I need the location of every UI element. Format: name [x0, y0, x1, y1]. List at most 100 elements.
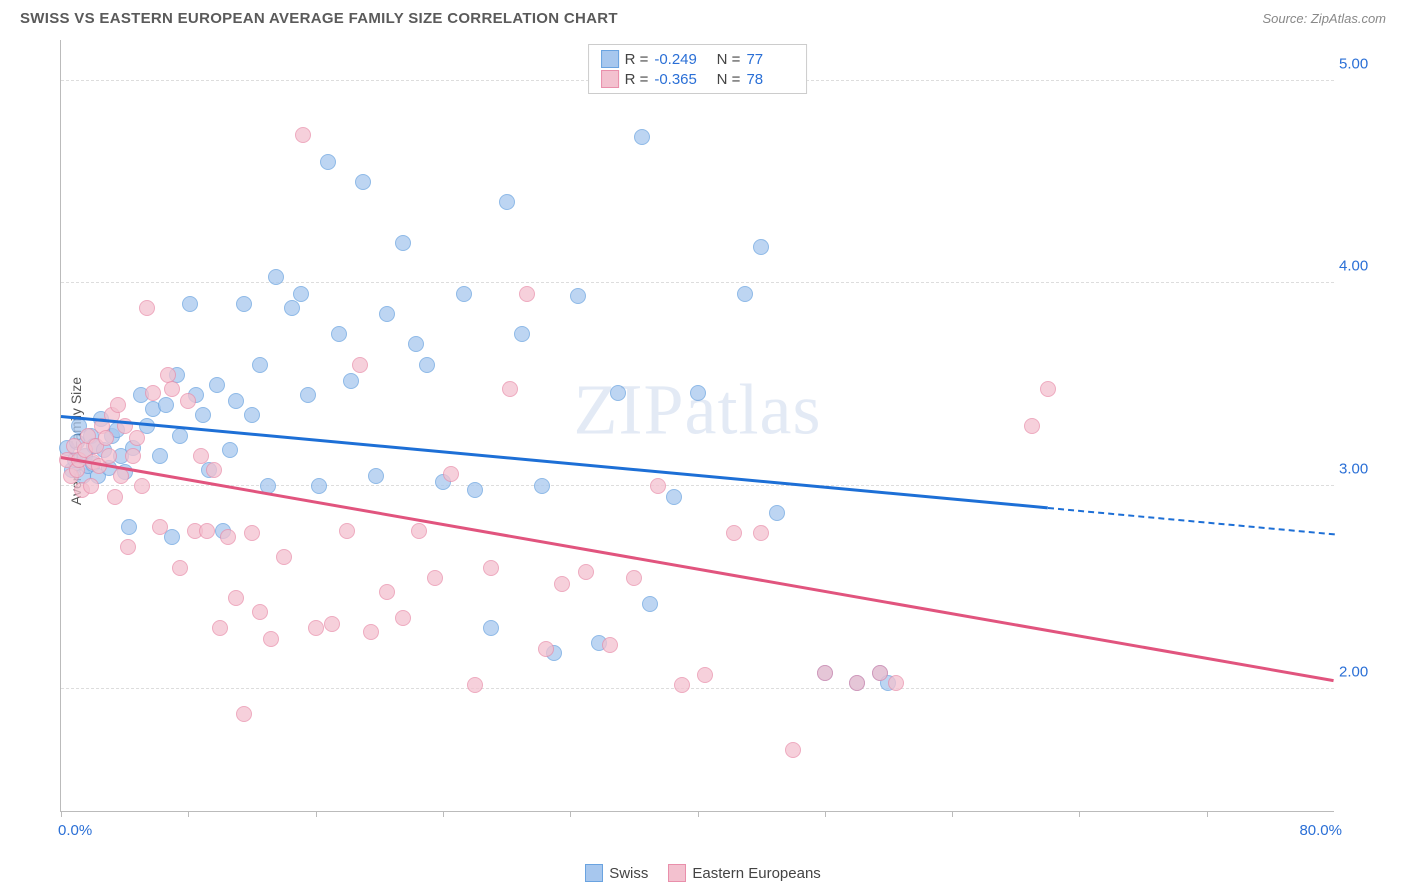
data-point-eastern	[427, 570, 443, 586]
data-point-eastern	[379, 584, 395, 600]
data-point-eastern	[443, 466, 459, 482]
data-point-eastern	[263, 631, 279, 647]
data-point-eastern	[849, 675, 865, 691]
data-point-eastern	[199, 523, 215, 539]
data-point-eastern	[483, 560, 499, 576]
data-point-swiss	[152, 448, 168, 464]
x-tick-mark	[188, 811, 189, 817]
data-point-swiss	[172, 428, 188, 444]
x-max-label: 80.0%	[1299, 822, 1342, 839]
data-point-swiss	[195, 407, 211, 423]
data-point-swiss	[570, 288, 586, 304]
data-point-swiss	[499, 194, 515, 210]
source-label: Source: ZipAtlas.com	[1262, 11, 1386, 26]
data-point-swiss	[228, 393, 244, 409]
data-point-swiss	[355, 174, 371, 190]
data-point-eastern	[145, 385, 161, 401]
data-point-eastern	[363, 624, 379, 640]
data-point-swiss	[268, 269, 284, 285]
data-point-eastern	[1024, 418, 1040, 434]
data-point-eastern	[164, 381, 180, 397]
r-value-swiss: -0.249	[654, 51, 702, 68]
data-point-eastern	[1040, 381, 1056, 397]
y-tick-label: 2.00	[1339, 664, 1384, 681]
x-tick-mark	[952, 811, 953, 817]
x-tick-mark	[1079, 811, 1080, 817]
data-point-eastern	[697, 667, 713, 683]
data-point-eastern	[411, 523, 427, 539]
data-point-eastern	[125, 448, 141, 464]
n-label: N =	[708, 71, 740, 88]
r-label: R =	[625, 51, 649, 68]
x-tick-mark	[443, 811, 444, 817]
data-point-eastern	[236, 706, 252, 722]
data-point-swiss	[379, 306, 395, 322]
n-value-swiss: 77	[746, 51, 794, 68]
data-point-swiss	[209, 377, 225, 393]
data-point-eastern	[180, 393, 196, 409]
data-point-eastern	[308, 620, 324, 636]
data-point-swiss	[690, 385, 706, 401]
data-point-swiss	[236, 296, 252, 312]
swatch-eastern	[601, 70, 619, 88]
data-point-eastern	[578, 564, 594, 580]
data-point-eastern	[129, 430, 145, 446]
data-point-eastern	[83, 478, 99, 494]
data-point-eastern	[276, 549, 292, 565]
data-point-eastern	[339, 523, 355, 539]
data-point-eastern	[139, 300, 155, 316]
data-point-swiss	[419, 357, 435, 373]
data-point-eastern	[134, 478, 150, 494]
data-point-eastern	[872, 665, 888, 681]
data-point-eastern	[110, 397, 126, 413]
data-point-eastern	[252, 604, 268, 620]
data-point-eastern	[502, 381, 518, 397]
gridline	[61, 485, 1334, 486]
data-point-swiss	[737, 286, 753, 302]
data-point-eastern	[817, 665, 833, 681]
data-point-eastern	[674, 677, 690, 693]
stats-row-eastern: R = -0.365 N = 78	[601, 69, 795, 89]
plot-region: ZIPatlas R = -0.249 N = 77R = -0.365 N =…	[60, 40, 1334, 812]
data-point-swiss	[666, 489, 682, 505]
data-point-eastern	[626, 570, 642, 586]
data-point-swiss	[320, 154, 336, 170]
data-point-swiss	[534, 478, 550, 494]
x-tick-mark	[825, 811, 826, 817]
data-point-eastern	[113, 468, 129, 484]
x-tick-mark	[316, 811, 317, 817]
gridline	[61, 282, 1334, 283]
legend-item-eastern: Eastern Europeans	[668, 864, 820, 882]
data-point-eastern	[244, 525, 260, 541]
data-point-eastern	[324, 616, 340, 632]
data-point-swiss	[368, 468, 384, 484]
data-point-eastern	[295, 127, 311, 143]
data-point-eastern	[395, 610, 411, 626]
trendline-dash-swiss	[1047, 507, 1334, 535]
swatch-eastern	[668, 864, 686, 882]
data-point-swiss	[164, 529, 180, 545]
data-point-swiss	[395, 235, 411, 251]
r-label: R =	[625, 71, 649, 88]
data-point-swiss	[222, 442, 238, 458]
data-point-eastern	[120, 539, 136, 555]
watermark-text: ZIPatlas	[574, 369, 822, 452]
data-point-eastern	[753, 525, 769, 541]
trendline-eastern	[61, 456, 1334, 682]
y-tick-label: 5.00	[1339, 55, 1384, 72]
x-axis-labels: 0.0% 80.0%	[60, 822, 1334, 842]
data-point-eastern	[602, 637, 618, 653]
y-tick-label: 3.00	[1339, 461, 1384, 478]
data-point-swiss	[284, 300, 300, 316]
x-min-label: 0.0%	[58, 822, 92, 839]
x-tick-mark	[570, 811, 571, 817]
data-point-eastern	[888, 675, 904, 691]
data-point-swiss	[642, 596, 658, 612]
data-point-swiss	[311, 478, 327, 494]
data-point-eastern	[212, 620, 228, 636]
legend-item-swiss: Swiss	[585, 864, 648, 882]
data-point-swiss	[408, 336, 424, 352]
n-value-eastern: 78	[746, 71, 794, 88]
chart-area: Average Family Size ZIPatlas R = -0.249 …	[40, 35, 1394, 847]
swatch-swiss	[601, 50, 619, 68]
